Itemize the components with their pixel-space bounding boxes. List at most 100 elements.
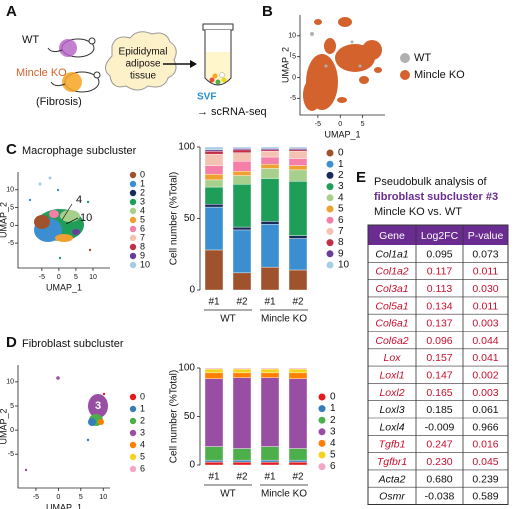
x-tick-label: -5 [39, 274, 45, 281]
axis-line [299, 15, 385, 116]
umap-cloud [24, 376, 108, 472]
tube-icon [202, 23, 234, 86]
bar-segment [232, 459, 252, 463]
x-tick-label: -5 [315, 121, 321, 128]
y-tick-label: 5 [10, 403, 14, 410]
y-tick-label: 10 [288, 33, 296, 40]
legend-label: 3 [330, 426, 336, 437]
bar-segment [288, 235, 308, 239]
bar-segment [204, 461, 224, 466]
bar-segment [260, 151, 280, 158]
legend-label: 2 [140, 415, 145, 425]
x-tick-label: #2 [292, 297, 304, 308]
table-header-bg [368, 225, 508, 245]
x-tick-label: 0 [56, 494, 60, 501]
legend-marker [326, 227, 334, 235]
table-cell: 0.230 [426, 456, 452, 468]
legend-label: 1 [140, 178, 145, 188]
table-cell: -0.009 [425, 421, 455, 433]
bar-segment [232, 448, 252, 461]
legend-marker [326, 160, 334, 168]
legend-label: 0 [140, 169, 145, 179]
table-cell: 0.011 [473, 266, 499, 278]
bar-segment [232, 148, 252, 151]
x-tick-label: #1 [208, 472, 220, 483]
legend-label: 6 [338, 215, 344, 226]
legend-marker [318, 416, 326, 424]
legend-marker [318, 451, 326, 459]
table-cell: 0.157 [426, 352, 452, 364]
axis-line [17, 365, 110, 489]
label-ko: Mincle KO [16, 67, 67, 79]
legend-marker [326, 261, 334, 269]
legend-label: 3 [140, 427, 145, 437]
cluster-annotation: 10 [80, 212, 92, 224]
label-tissue: adipose [125, 59, 160, 70]
x-axis-label: UMAP_1 [46, 502, 82, 509]
table-cell: 0.165 [426, 387, 452, 399]
group-label: Mincle KO [261, 489, 307, 500]
table-header: Gene [379, 230, 405, 242]
legend-label: 1 [338, 159, 344, 170]
legend-marker [326, 239, 334, 247]
table-cell: 0.016 [472, 439, 498, 451]
bar-segment [204, 378, 224, 447]
x-tick-label: 10 [89, 274, 97, 281]
bar-segment [288, 169, 308, 182]
group-label: Mincle KO [261, 314, 307, 325]
y-tick-label: -5 [8, 240, 14, 247]
x-tick-label: 5 [361, 121, 365, 128]
panel-label: C [6, 141, 17, 158]
bar-segment [204, 173, 224, 181]
y-axis-label: UMAP_2 [0, 408, 8, 444]
table-caption: fibroblast subcluster #3 [374, 191, 498, 203]
bar-segment [232, 367, 252, 370]
x-tick-label: 0 [57, 274, 61, 281]
x-tick-label: -5 [33, 494, 39, 501]
table-cell: Col6a1 [375, 318, 408, 330]
bar-segment [232, 171, 252, 176]
bar-segment [260, 156, 280, 165]
table-cell: -0.038 [425, 491, 455, 503]
bar-segment [232, 377, 252, 449]
legend-marker [318, 393, 326, 401]
bar-segment [288, 238, 308, 271]
y-axis-label: Cell number (%Total) [169, 370, 180, 463]
table-cell: 0.073 [472, 248, 498, 260]
legend-marker [129, 417, 137, 425]
table-cell: Col1a1 [375, 248, 408, 260]
bar-segment [232, 152, 252, 162]
table-cell: Col1a2 [375, 266, 408, 278]
bar-segment [232, 461, 252, 466]
bar-segment [260, 149, 280, 152]
table-cell: Osmr [379, 491, 405, 503]
bar-segment [260, 461, 280, 466]
table-cell: 0.134 [426, 300, 452, 312]
y-tick-label: -5 [8, 451, 14, 458]
table-cell: 0.185 [426, 404, 452, 416]
table-cell: 0.045 [472, 456, 498, 468]
panel-label: D [6, 334, 17, 351]
bar-segment [288, 448, 308, 461]
legend-label: 2 [140, 187, 145, 197]
bar-segment [260, 163, 280, 169]
legend-marker [318, 439, 326, 447]
y-axis-label: UMAP_2 [0, 202, 8, 238]
legend-marker [129, 393, 137, 401]
legend-marker [326, 205, 334, 213]
bar-segment [288, 368, 308, 374]
y-tick-label: 0 [189, 285, 195, 296]
table-cell: 0.589 [472, 491, 498, 503]
x-tick-label: 0 [338, 121, 342, 128]
table-cell: Loxl3 [379, 404, 404, 416]
legend-marker [400, 53, 410, 63]
legend-label: 4 [330, 438, 336, 449]
legend-marker [326, 171, 334, 179]
legend-label: 9 [140, 250, 145, 260]
label-tissue: Epididymal [119, 47, 168, 58]
legend-label: 4 [140, 439, 145, 449]
table-cell: 0.061 [472, 404, 498, 416]
x-tick-label: #2 [292, 472, 304, 483]
y-axis-label: Cell number (%Total) [169, 172, 180, 265]
table-cell: 0.147 [426, 370, 452, 382]
